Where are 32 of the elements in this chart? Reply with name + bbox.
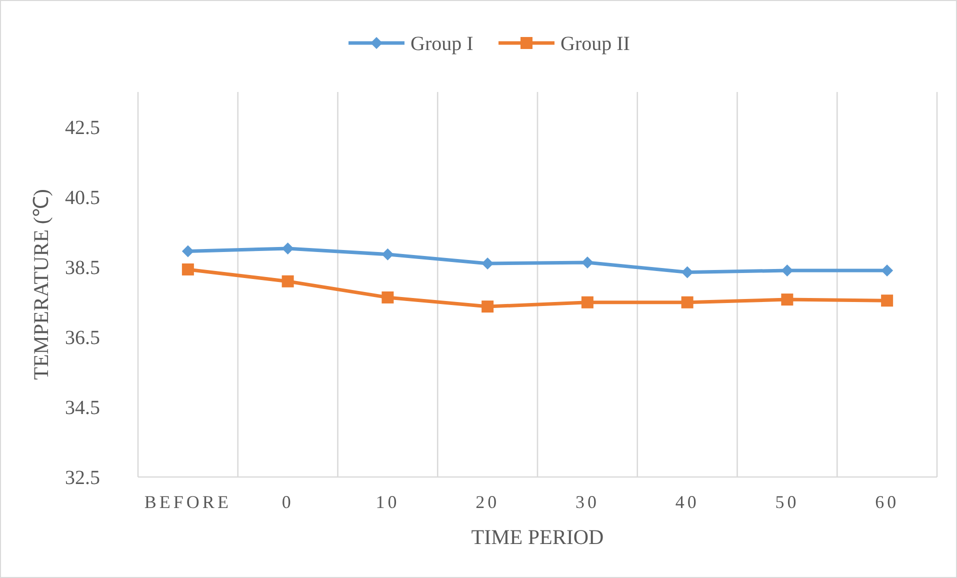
y-tick-label: 38.5 [65, 257, 100, 279]
point [282, 242, 294, 254]
x-tick-label: 40 [675, 492, 700, 512]
legend-label: Group I [410, 33, 474, 55]
point [781, 294, 794, 306]
y-tick-label: 32.5 [65, 467, 100, 489]
x-tick-label: 20 [476, 492, 500, 512]
y-tick-label: 34.5 [65, 397, 100, 419]
point [881, 294, 894, 307]
y-tick-label: 40.5 [65, 187, 100, 209]
y-tick-label: 36.5 [65, 327, 100, 349]
legend-label: Group II [560, 33, 630, 55]
point [282, 275, 294, 288]
x-tick-label: 0 [282, 492, 294, 512]
point [681, 296, 694, 308]
x-axis-title: TIME PERIOD [471, 525, 604, 549]
y-axis-title: TEMPERATURE (℃) [29, 189, 53, 380]
point [781, 264, 794, 276]
point [182, 263, 194, 276]
x-tick-label: 30 [575, 492, 600, 512]
point [881, 264, 894, 276]
x-tick-label: 50 [775, 492, 800, 512]
point [581, 296, 594, 308]
y-tick-label: 42.5 [65, 117, 100, 139]
point [482, 300, 494, 313]
point [382, 291, 394, 304]
point [182, 245, 194, 258]
point [681, 266, 694, 278]
point [382, 248, 394, 260]
x-tick-label: 60 [875, 492, 900, 512]
x-tick-label: BEFORE [144, 492, 232, 512]
x-tick-label: 10 [376, 492, 400, 512]
